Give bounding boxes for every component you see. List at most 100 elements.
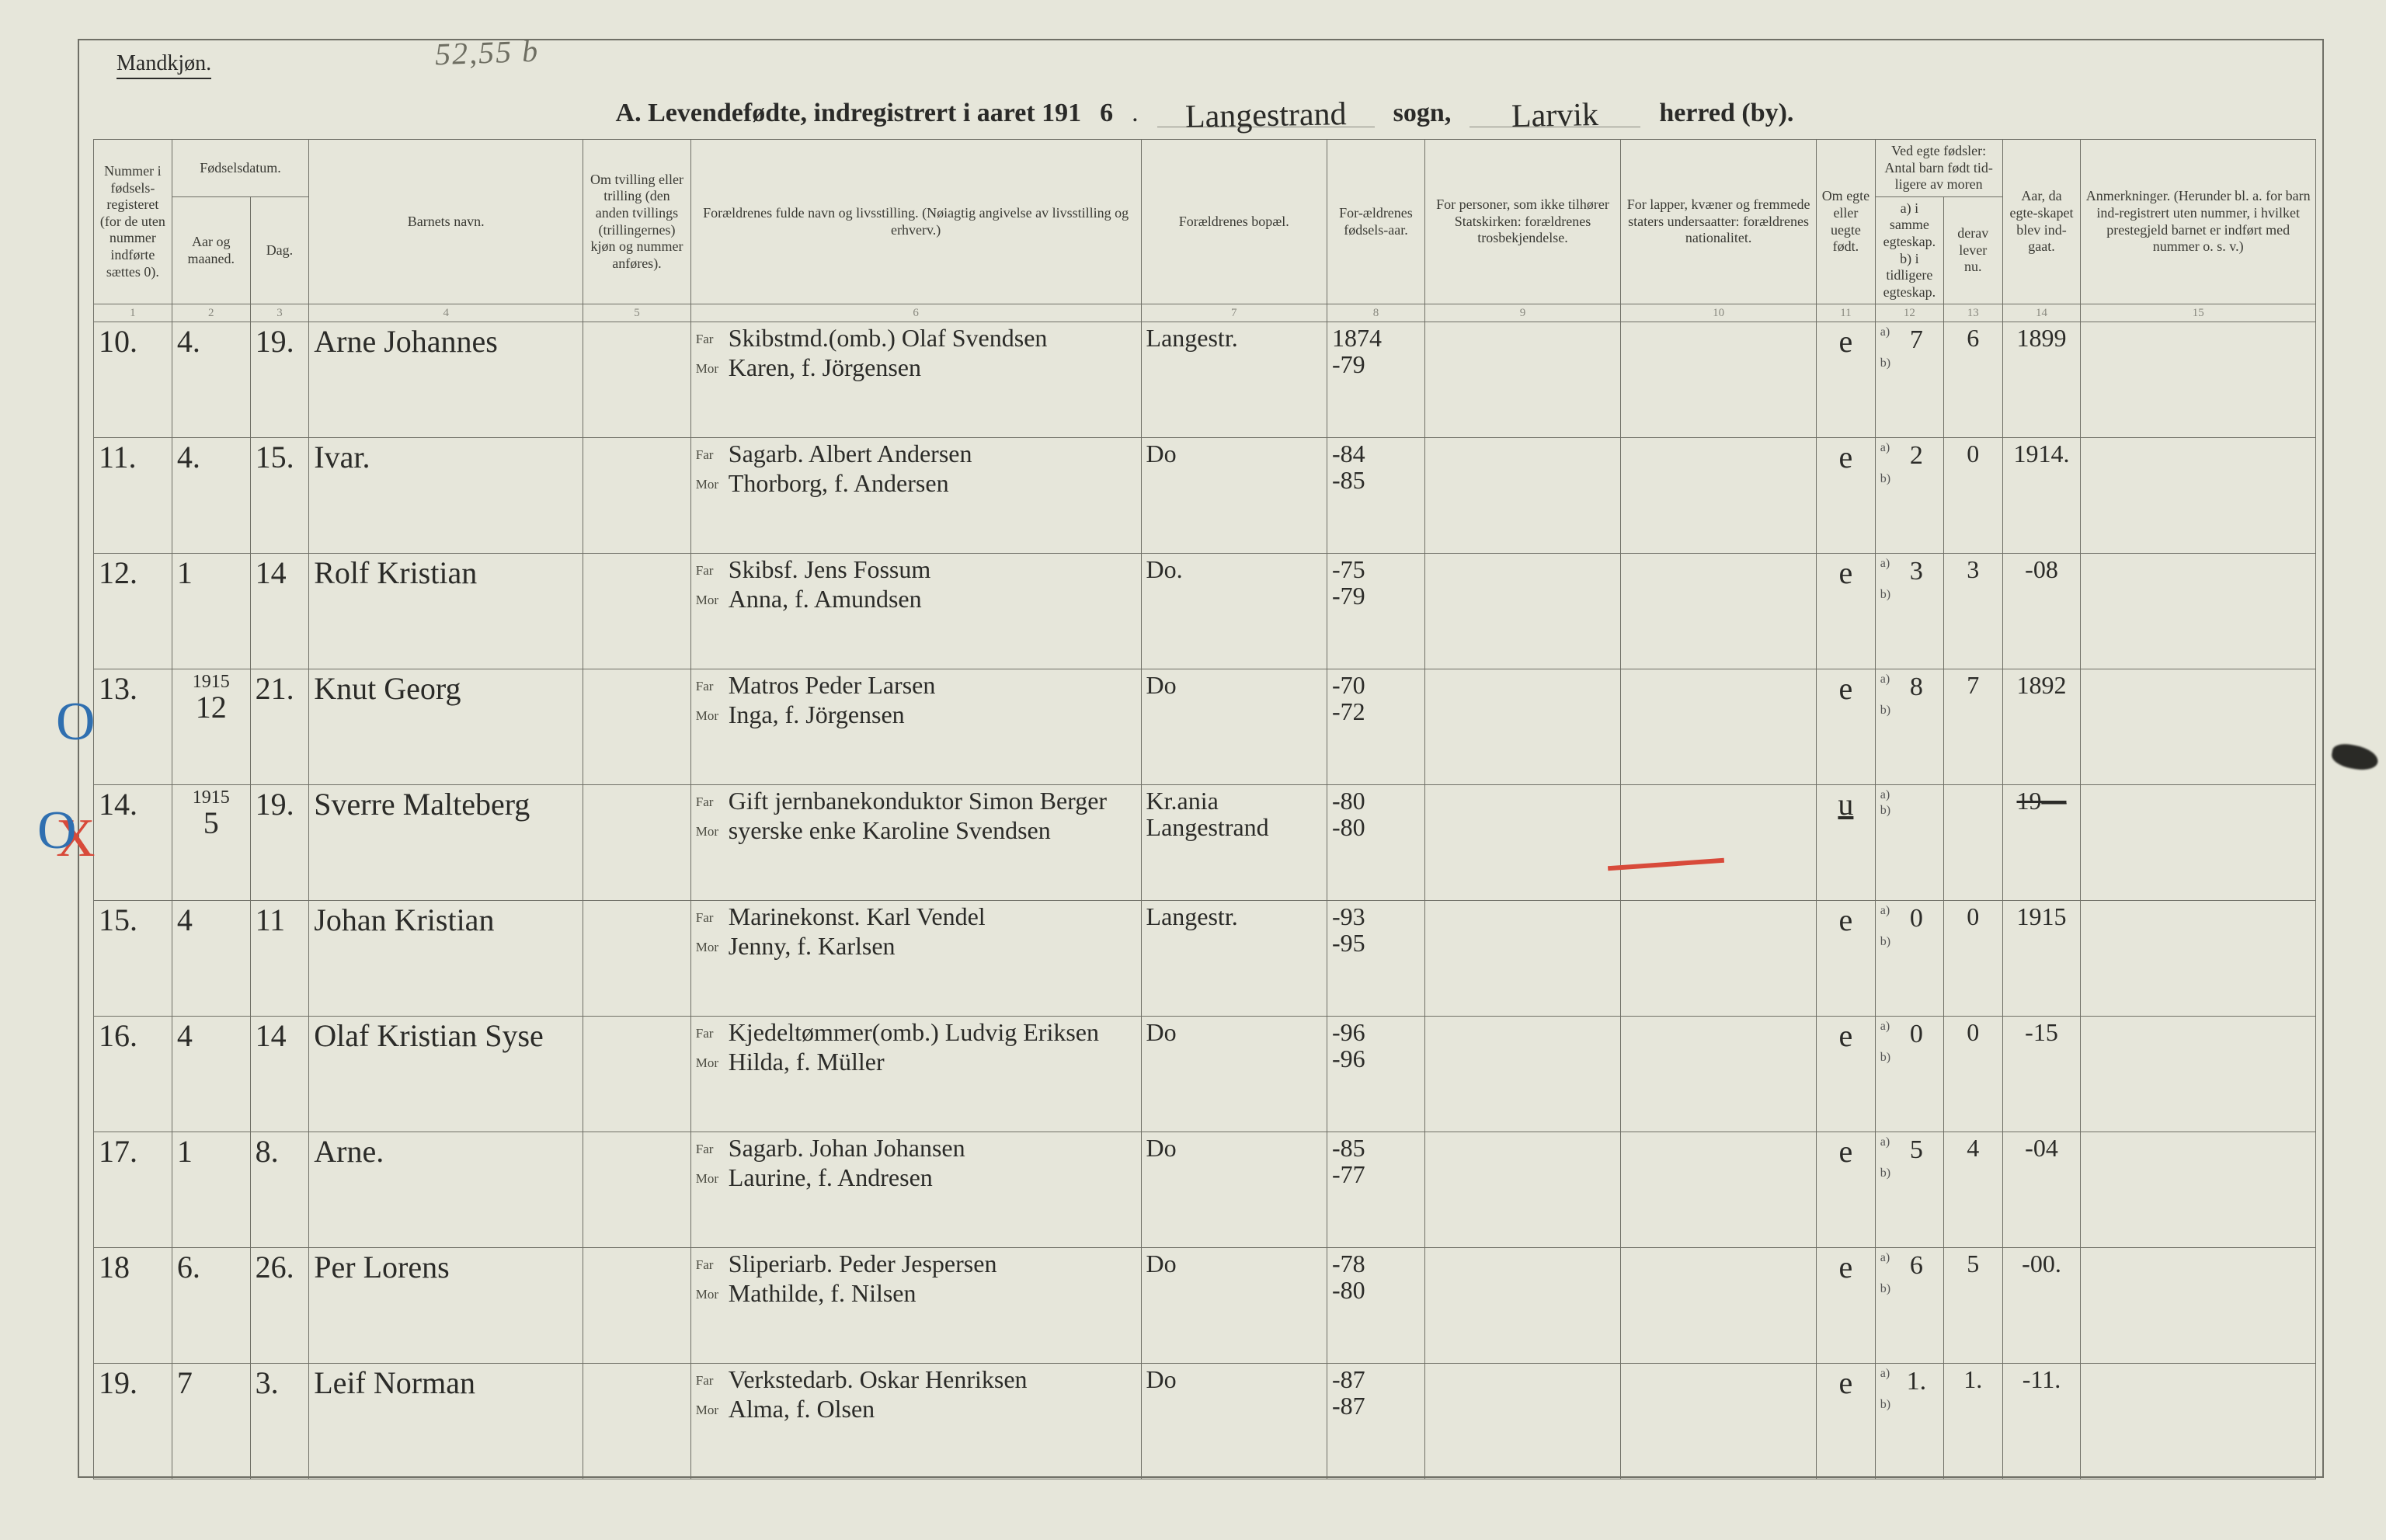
cell-c14: 1915 xyxy=(2002,901,2081,1017)
cell-num: 11. xyxy=(94,438,172,554)
colnum: 4 xyxy=(309,304,583,322)
herred-label: herred (by). xyxy=(1659,99,1793,128)
cell-foreldre: FarMatros Peder Larsen MorInga, f. Jörge… xyxy=(690,669,1141,785)
title-prefix: A. Levendefødte, indregistrert i aaret 1… xyxy=(616,99,1082,128)
cell-bopel: Do xyxy=(1141,669,1327,785)
cell-c13: 1. xyxy=(1943,1364,2002,1479)
cell-num: 17. xyxy=(94,1132,172,1248)
cell-c13: 0 xyxy=(1943,1017,2002,1132)
cell-tvilling xyxy=(583,438,691,554)
col-14-header: Aar, da egte-skapet blev ind-gaat. xyxy=(2002,140,2081,304)
col-13-header: derav lever nu. xyxy=(1943,196,2002,304)
cell-navn: Per Lorens xyxy=(309,1248,583,1364)
cell-c13: 7 xyxy=(1943,669,2002,785)
col-2-3-group: Fødselsdatum. xyxy=(172,140,308,197)
cell-egte: e xyxy=(1817,669,1876,785)
cell-foreldre: FarVerkstedarb. Oskar Henriksen MorAlma,… xyxy=(690,1364,1141,1479)
cell-dag: 19. xyxy=(250,322,309,438)
cell-foreldre: FarSkibstmd.(omb.) Olaf Svendsen MorKare… xyxy=(690,322,1141,438)
cell-tvilling xyxy=(583,901,691,1017)
title-year-suffix: 6 xyxy=(1100,99,1113,128)
herred-name: Larvik xyxy=(1511,99,1599,133)
col-12a-label: a) i samme egteskap. xyxy=(1883,200,1936,249)
col-5-header: Om tvilling eller trilling (den anden tv… xyxy=(583,140,691,304)
colnum: 13 xyxy=(1943,304,2002,322)
cell-dag: 8. xyxy=(250,1132,309,1248)
cell-nat xyxy=(1621,1017,1817,1132)
cell-mnd: 4. xyxy=(172,322,250,438)
cell-tros xyxy=(1425,1248,1621,1364)
cell-num: 18 xyxy=(94,1248,172,1364)
colnum: 3 xyxy=(250,304,309,322)
colnum: 9 xyxy=(1425,304,1621,322)
cell-mnd: 1 xyxy=(172,554,250,669)
cell-tros xyxy=(1425,554,1621,669)
col-2-header: Aar og maaned. xyxy=(172,196,250,304)
cell-foreldre: FarSliperiarb. Peder Jespersen MorMathil… xyxy=(690,1248,1141,1364)
cell-c14: -00. xyxy=(2002,1248,2081,1364)
cell-egte: e xyxy=(1817,554,1876,669)
cell-faar: -87-87 xyxy=(1327,1364,1424,1479)
cell-dag: 19. xyxy=(250,785,309,901)
col-13-label: derav lever nu. xyxy=(1957,225,1988,274)
cell-bopel: Do xyxy=(1141,438,1327,554)
cell-egte: e xyxy=(1817,1017,1876,1132)
cell-c12: a)0 b) xyxy=(1875,901,1943,1017)
cell-c12: a)5 b) xyxy=(1875,1132,1943,1248)
colnum: 7 xyxy=(1141,304,1327,322)
cell-egte: e xyxy=(1817,322,1876,438)
cell-num: 14. xyxy=(94,785,172,901)
cell-nat xyxy=(1621,1132,1817,1248)
cell-foreldre: FarGift jernbanekonduktor Simon Berger M… xyxy=(690,785,1141,901)
col-12-group-label: Ved egte fødsler: Antal barn født tid-li… xyxy=(1884,143,1992,192)
cell-navn: Knut Georg xyxy=(309,669,583,785)
cell-c12: a)1. b) xyxy=(1875,1364,1943,1479)
cell-egte: e xyxy=(1817,1364,1876,1479)
cell-navn: Leif Norman xyxy=(309,1364,583,1479)
cell-navn: Rolf Kristian xyxy=(309,554,583,669)
cell-dag: 15. xyxy=(250,438,309,554)
colnum: 8 xyxy=(1327,304,1424,322)
table-row: 13. 191512 21. Knut Georg FarMatros Pede… xyxy=(94,669,2316,785)
cell-tros xyxy=(1425,322,1621,438)
cell-num: 10. xyxy=(94,322,172,438)
cell-num: 13. xyxy=(94,669,172,785)
cell-egte: e xyxy=(1817,1248,1876,1364)
col-7-header: Forældrenes bopæl. xyxy=(1141,140,1327,304)
cell-c14: -11. xyxy=(2002,1364,2081,1479)
colnum: 1 xyxy=(94,304,172,322)
title-line: A. Levendefødte, indregistrert i aaret 1… xyxy=(93,95,2316,128)
colnum: 15 xyxy=(2081,304,2316,322)
table-row: 16. 4 14 Olaf Kristian Syse FarKjedeltøm… xyxy=(94,1017,2316,1132)
cell-bopel: Do xyxy=(1141,1132,1327,1248)
cell-dag: 3. xyxy=(250,1364,309,1479)
cell-faar: -84-85 xyxy=(1327,438,1424,554)
cell-anm xyxy=(2081,322,2316,438)
cell-dag: 14 xyxy=(250,554,309,669)
cell-c13 xyxy=(1943,785,2002,901)
cell-faar: -85-77 xyxy=(1327,1132,1424,1248)
table-head: Nummer i fødsels-registeret (for de uten… xyxy=(94,140,2316,322)
cell-foreldre: FarMarinekonst. Karl Vendel MorJenny, f.… xyxy=(690,901,1141,1017)
col-8-header: For-ældrenes fødsels-aar. xyxy=(1327,140,1424,304)
table-row: 18 6. 26. Per Lorens FarSliperiarb. Pede… xyxy=(94,1248,2316,1364)
cell-dag: 14 xyxy=(250,1017,309,1132)
cell-bopel: Do xyxy=(1141,1248,1327,1364)
cell-bopel: Do. xyxy=(1141,554,1327,669)
cell-tvilling xyxy=(583,322,691,438)
cell-egte: e xyxy=(1817,901,1876,1017)
table-row: 19. 7 3. Leif Norman FarVerkstedarb. Osk… xyxy=(94,1364,2316,1479)
cell-c12: a) b) xyxy=(1875,785,1943,901)
sogn-name: Langestrand xyxy=(1185,98,1347,134)
cell-nat xyxy=(1621,438,1817,554)
cell-mnd: 4 xyxy=(172,901,250,1017)
cell-nat xyxy=(1621,669,1817,785)
cell-mnd: 191512 xyxy=(172,669,250,785)
cell-tvilling xyxy=(583,1132,691,1248)
cell-faar: -78-80 xyxy=(1327,1248,1424,1364)
cell-foreldre: FarSkibsf. Jens Fossum MorAnna, f. Amund… xyxy=(690,554,1141,669)
col-12b-label: b) i tidligere egteskap. xyxy=(1883,251,1936,300)
cell-navn: Arne Johannes xyxy=(309,322,583,438)
cell-num: 15. xyxy=(94,901,172,1017)
colnum: 11 xyxy=(1817,304,1876,322)
